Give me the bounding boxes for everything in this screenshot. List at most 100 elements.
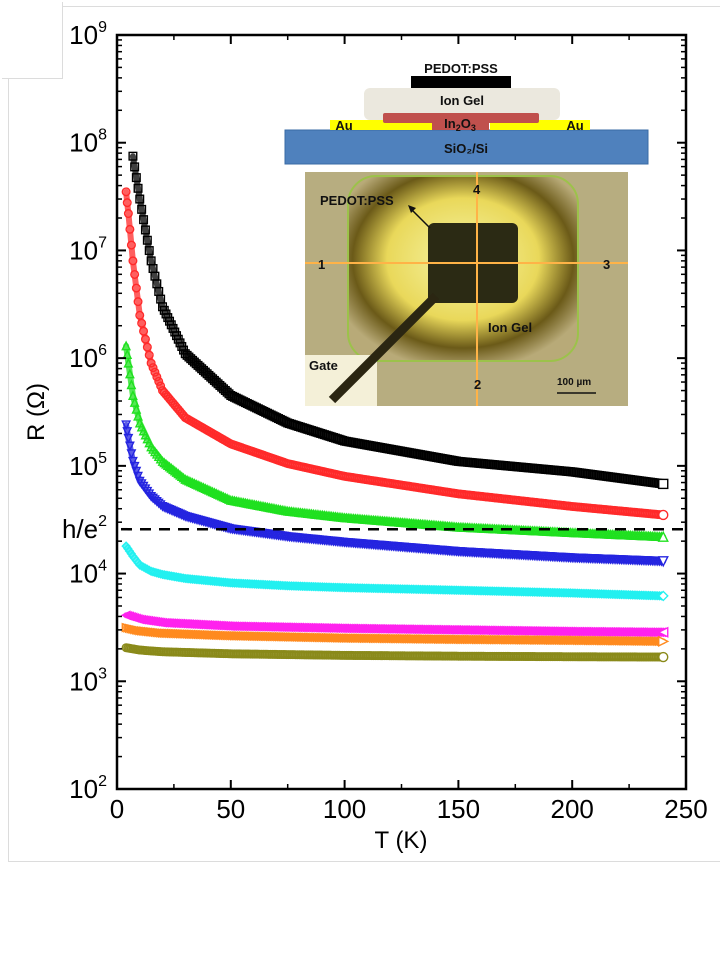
y-axis-title: R (Ω): [23, 383, 50, 441]
series-black: [128, 151, 669, 490]
channel-label: In2O3: [444, 116, 476, 133]
data-point: [169, 465, 180, 476]
data-point: [154, 376, 164, 386]
schematic-pedot-label: PEDOT:PSS: [424, 61, 498, 76]
data-point: [139, 215, 149, 225]
series-end-marker: [658, 635, 670, 647]
pointer-arrowhead: [408, 205, 416, 213]
data-point: [124, 368, 135, 379]
data-point: [157, 456, 168, 466]
data-point: [135, 194, 145, 204]
data-point: [140, 225, 150, 235]
data-point: [131, 173, 141, 183]
x-tick-label: 0: [110, 794, 124, 824]
probe-label-2: 2: [474, 377, 481, 392]
data-point: [121, 340, 132, 351]
y-tick-label: 108: [69, 127, 107, 158]
data-point: [126, 240, 136, 250]
series-red: [121, 187, 669, 521]
contact-right: [490, 120, 590, 130]
x-tick-label: 200: [551, 794, 594, 824]
x-tick-label: 150: [437, 794, 480, 824]
data-point: [135, 310, 145, 320]
data-point: [178, 472, 189, 483]
data-point: [162, 460, 173, 471]
y-tick-label: 106: [69, 342, 107, 373]
data-point: [137, 318, 147, 328]
series-end-marker: [658, 478, 669, 490]
data-point: [130, 269, 140, 279]
x-tick-label: 100: [323, 794, 366, 824]
y-tick-label: 105: [69, 450, 107, 481]
series-magenta: [120, 610, 669, 638]
data-point: [129, 397, 140, 407]
x-axis-title: T (K): [375, 827, 428, 854]
series-end-marker: [657, 530, 669, 542]
x-tick-label: 50: [216, 794, 245, 824]
series-end-marker: [657, 556, 669, 568]
data-point: [128, 256, 138, 266]
y-tick-label: 109: [69, 19, 107, 50]
y-tick-label: 104: [69, 558, 107, 589]
data-point: [133, 471, 143, 482]
probe-label-3: 3: [603, 257, 610, 272]
figure-frame: [8, 6, 720, 862]
micrograph-pedot-label: PEDOT:PSS: [320, 193, 394, 208]
probe-label-1: 1: [318, 257, 325, 272]
data-point: [127, 456, 138, 467]
data-point: [176, 471, 187, 482]
series-blue: [121, 420, 669, 568]
contact-left: [330, 120, 442, 130]
data-point: [129, 461, 140, 472]
pedot-pointer-arrow: [409, 207, 431, 229]
pedot-gate-block: [411, 76, 511, 88]
scale-bar-label: 100 µm: [557, 377, 591, 388]
series-cyan: [121, 541, 669, 602]
schematic-ion-gel-label: Ion Gel: [440, 93, 484, 108]
data-point: [152, 372, 162, 382]
y-tick-label: 103: [69, 665, 107, 696]
data-point: [131, 283, 141, 293]
data-point: [173, 468, 184, 479]
series-line-red: [123, 188, 667, 518]
data-point: [144, 246, 154, 256]
data-point: [139, 326, 149, 336]
substrate-label: SiO₂/Si: [444, 141, 488, 156]
ion-gel-layer: [364, 88, 560, 120]
y-tick-labels: 102 103 104 105 106 107 108 109: [69, 19, 107, 804]
channel-center: [432, 113, 489, 130]
data-point: [140, 334, 150, 344]
figure-frame-tab: [2, 2, 63, 79]
data-point: [150, 367, 160, 377]
data-point: [133, 183, 143, 193]
data-point: [156, 381, 166, 391]
series-layer: [120, 151, 670, 663]
data-point: [168, 464, 178, 475]
data-point: [137, 204, 147, 214]
data-point: [123, 357, 134, 368]
micrograph-ion-gel-label: Ion Gel: [488, 320, 532, 335]
substrate-layer: [284, 129, 649, 165]
gate-lead: [328, 292, 440, 404]
series-end-marker: [658, 651, 669, 663]
data-point: [144, 350, 154, 360]
series-olive: [121, 643, 669, 663]
contact-left-label: Au: [335, 118, 352, 133]
series-end-marker: [657, 626, 669, 638]
series-end-marker: [657, 590, 669, 602]
data-point: [123, 209, 133, 219]
data-point: [161, 458, 171, 469]
data-point: [126, 379, 137, 390]
data-point: [122, 427, 133, 437]
data-point: [131, 466, 142, 477]
data-point: [146, 358, 156, 368]
data-point: [128, 151, 138, 161]
data-point: [148, 363, 158, 373]
ticks-layer: [116, 34, 687, 790]
gate-label: Gate: [309, 358, 338, 373]
data-point: [121, 420, 132, 431]
data-point: [166, 462, 177, 473]
probe-label-4: 4: [473, 182, 481, 197]
data-point: [127, 390, 138, 400]
data-point: [124, 441, 135, 452]
